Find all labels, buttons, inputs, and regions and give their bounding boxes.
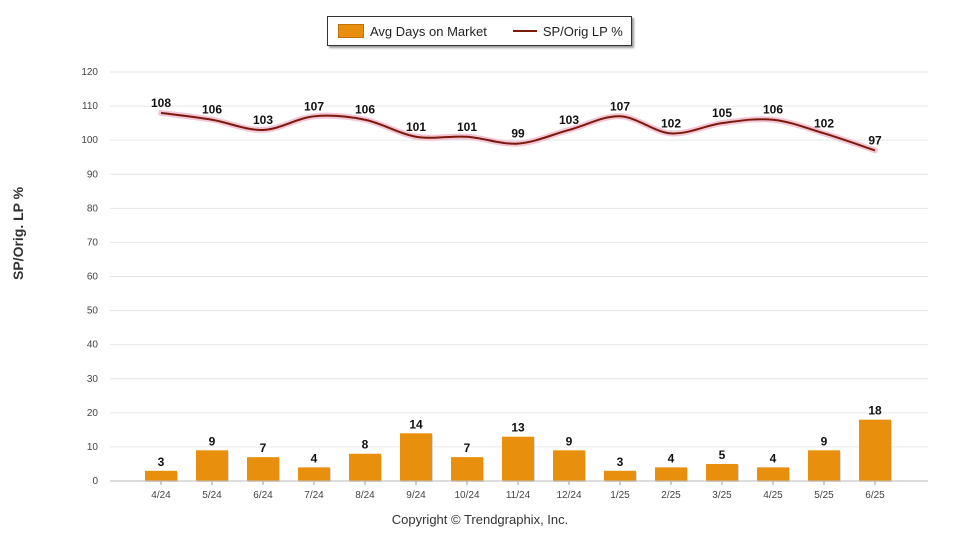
y-tick-label: 90 [87, 169, 99, 180]
bar-data-label: 4 [311, 451, 318, 465]
y-tick-label: 110 [82, 101, 98, 112]
bar-data-label: 9 [821, 434, 828, 448]
line-data-label: 106 [202, 103, 222, 117]
x-tick-label: 4/25 [763, 490, 783, 501]
y-tick-label: 120 [81, 67, 98, 78]
chart-legend: Avg Days on Market SP/Orig LP % [327, 16, 632, 46]
line-data-label: 106 [763, 103, 783, 117]
bar [298, 467, 330, 481]
line-data-label: 99 [511, 127, 525, 141]
bar [400, 433, 432, 481]
x-tick-label: 12/24 [556, 490, 581, 501]
line-data-label: 107 [610, 99, 630, 113]
line-data-label: 101 [406, 120, 426, 134]
y-tick-label: 10 [87, 442, 99, 453]
x-tick-label: 1/25 [610, 490, 630, 501]
bar [604, 470, 636, 481]
bar [808, 450, 840, 481]
line-data-label: 107 [304, 99, 324, 113]
grid-lines [110, 71, 928, 482]
x-tick-label: 10/24 [454, 490, 479, 501]
x-tick-label: 8/24 [355, 490, 375, 501]
bar [859, 419, 891, 481]
legend-bar-label: Avg Days on Market [370, 23, 487, 39]
bar [502, 436, 534, 481]
y-tick-label: 20 [87, 408, 99, 419]
bar-data-label: 3 [617, 455, 624, 469]
bar [655, 467, 687, 481]
bar-data-label: 18 [868, 404, 882, 418]
bar-data-label: 9 [209, 434, 216, 448]
line-data-label: 103 [559, 113, 579, 127]
bar-data-label: 14 [409, 417, 423, 431]
y-axis-ticks: 0 10 20 30 40 50 60 70 80 90 100 110 120 [81, 67, 98, 487]
y-tick-label: 30 [87, 374, 99, 385]
x-tick-label: 3/25 [712, 490, 732, 501]
bar [757, 467, 789, 481]
line-data-label: 108 [151, 96, 171, 110]
bar [145, 470, 177, 481]
x-tick-label: 6/25 [865, 490, 885, 501]
x-tick-label: 11/24 [506, 490, 531, 501]
x-tick-label: 5/24 [202, 490, 222, 501]
bar-data-label: 8 [362, 438, 369, 452]
bar-data-label: 5 [719, 448, 726, 462]
y-tick-label: 100 [81, 135, 98, 146]
bar [247, 457, 279, 481]
bar-data-label: 9 [566, 434, 573, 448]
line-data-label: 102 [814, 116, 834, 130]
legend-line-label: SP/Orig LP % [542, 23, 623, 39]
copyright-text: Copyright © Trendgraphix, Inc. [391, 512, 569, 527]
sp-orig-lp-line [160, 111, 876, 152]
y-tick-label: 0 [92, 476, 98, 487]
x-axis-ticks: 4/24 5/24 6/24 7/24 8/24 9/24 10/24 11/24 12/24 1… [110, 480, 928, 501]
line-data-label: 106 [355, 103, 375, 117]
bar-data-label: 4 [770, 451, 777, 465]
bar-swatch-icon [338, 24, 364, 38]
x-tick-label: 7/24 [304, 490, 324, 501]
y-tick-label: 60 [87, 272, 99, 283]
y-tick-label: 80 [87, 203, 99, 214]
bar-data-label: 4 [668, 451, 675, 465]
bar-data-label: 3 [158, 455, 165, 469]
line-data-label: 103 [253, 113, 273, 127]
x-tick-label: 6/24 [253, 490, 273, 501]
x-tick-label: 9/24 [406, 490, 426, 501]
bar-series [145, 419, 892, 482]
y-axis-title: SP/Orig. LP % [10, 186, 26, 280]
line-swatch-icon [512, 30, 537, 32]
legend-item-line: SP/Orig LP % [497, 24, 623, 39]
bar [706, 463, 738, 481]
bar [451, 457, 483, 481]
bar-data-label: 7 [260, 441, 267, 455]
line-data-label: 102 [661, 116, 681, 130]
legend-item-bar: Avg Days on Market [338, 24, 487, 39]
y-tick-label: 40 [87, 340, 99, 351]
x-tick-label: 5/25 [814, 490, 834, 501]
x-tick-label: 2/25 [661, 490, 681, 501]
line-series [158, 109, 878, 154]
line-data-label: 97 [868, 133, 882, 147]
y-tick-label: 50 [87, 306, 99, 317]
line-data-label: 105 [712, 106, 732, 120]
bar [196, 450, 228, 481]
bar-data-label: 7 [464, 441, 471, 455]
y-tick-label: 70 [87, 237, 99, 248]
line-data-label: 101 [457, 120, 477, 134]
bar-data-label: 13 [511, 421, 525, 435]
x-tick-label: 4/24 [151, 490, 171, 501]
bar [349, 453, 381, 481]
bar [553, 450, 585, 481]
